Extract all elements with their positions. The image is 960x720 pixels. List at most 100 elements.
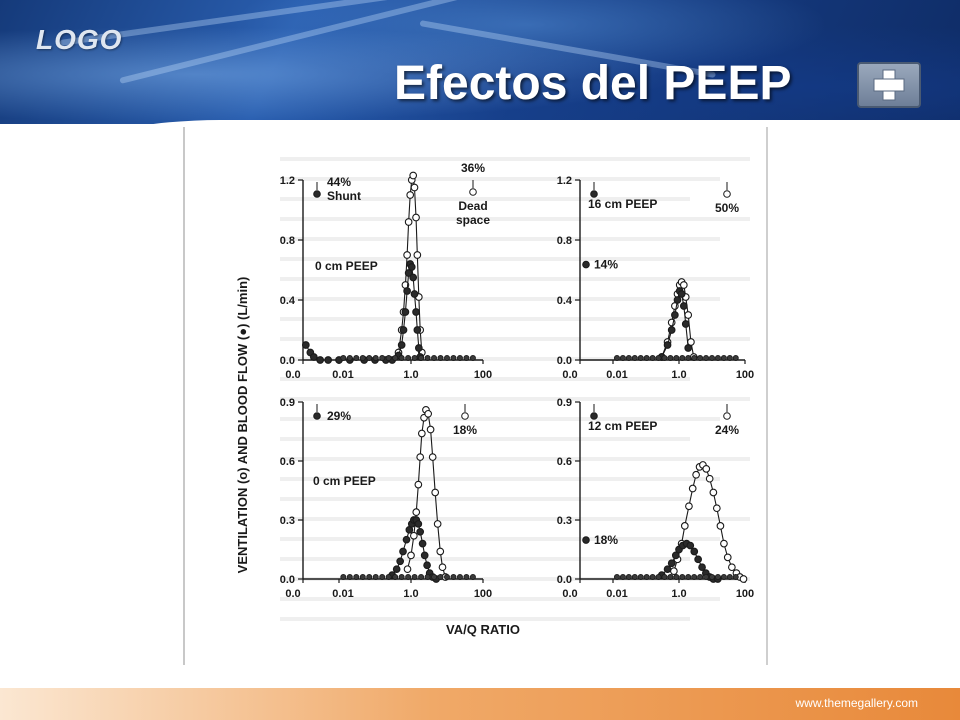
blood-flow-point: [401, 308, 410, 316]
baseline-point: [619, 354, 626, 361]
bleed-line: [280, 357, 720, 361]
shunt-point: [313, 190, 321, 198]
baseline-point: [372, 573, 379, 580]
footer-url[interactable]: www.themegallery.com: [795, 696, 918, 710]
bleed-line: [280, 437, 690, 441]
baseline-point: [714, 573, 721, 580]
y-tick-label: 0.0: [280, 355, 295, 367]
baseline-point: [424, 573, 431, 580]
blood-flow-point: [399, 547, 407, 556]
medical-cross-icon: [857, 62, 921, 108]
deadspace-point: [723, 190, 731, 198]
baseline-point: [456, 573, 463, 580]
baseline-point: [450, 573, 457, 580]
baseline-point: [359, 354, 366, 361]
shunt-point: [590, 190, 598, 198]
chart-panel-bottom-right: 0.0 0.3 0.6 0.9 0.0 0.01 1.0 100 12 cm PEEP 18% 24…: [557, 397, 754, 600]
baseline-point: [463, 573, 470, 580]
bleed-line: [280, 277, 750, 281]
ventilation-point: [412, 213, 420, 222]
baseline-point: [667, 354, 674, 361]
blood-flow-point: [679, 302, 688, 310]
baseline-point: [418, 354, 425, 361]
bleed-line: [280, 537, 720, 541]
baseline-point: [385, 573, 392, 580]
y-tick-label: 0.9: [280, 397, 295, 409]
bleed-line: [280, 157, 750, 161]
blood-flow-point: [410, 290, 419, 298]
baseline-point: [643, 573, 650, 580]
x-tick-label: 100: [736, 588, 754, 600]
peep-annotation: 16 cm PEEP: [588, 197, 657, 211]
ventilation-point: [403, 565, 412, 574]
bleed-line: [280, 397, 750, 401]
baseline-point: [726, 573, 733, 580]
blood-flow-point: [420, 551, 429, 560]
blood-flow-point: [694, 555, 702, 564]
baseline-point: [643, 354, 650, 361]
y-axis-label: VENTILATION (o) AND BLOOD FLOW (●) (L/mi…: [235, 277, 250, 574]
baseline-point: [619, 573, 626, 580]
va-q-chart: VENTILATION (o) AND BLOOD FLOW (●) (L/mi…: [235, 157, 754, 637]
y-tick-label: 0.6: [557, 456, 572, 468]
baseline-point: [346, 573, 353, 580]
blood-flow-point: [402, 535, 411, 544]
blood-flow-point: [663, 341, 672, 349]
header-banner: LOGO Efectos del PEEP: [0, 0, 960, 124]
baseline-point: [431, 573, 438, 580]
shunt-percent: 18%: [594, 533, 618, 547]
deadspace-point: [723, 412, 731, 420]
y-tick-label: 0.3: [280, 515, 295, 527]
shunt-label: Shunt: [327, 189, 361, 203]
ventilation-point: [410, 531, 418, 540]
baseline-point: [443, 354, 450, 361]
baseline-point: [411, 573, 418, 580]
x-tick-label: 1.0: [671, 588, 686, 600]
baseline-point: [411, 354, 418, 361]
baseline-point: [346, 354, 353, 361]
x-tick-label: 0.0: [562, 369, 577, 381]
baseline-point: [405, 354, 412, 361]
ventilation-point: [412, 508, 421, 516]
baseline-point: [340, 354, 347, 361]
blood-flow-point: [686, 541, 695, 550]
baseline-point: [398, 354, 405, 361]
ventilation-point: [705, 474, 714, 483]
baseline-point: [649, 354, 656, 361]
baseline-point: [385, 354, 392, 361]
baseline-point: [685, 354, 692, 361]
baseline-point: [655, 573, 662, 580]
ventilation-point: [436, 547, 445, 556]
logo-text: LOGO: [36, 24, 123, 55]
bleed-line: [280, 457, 750, 461]
x-axis-label: VA/Q RATIO: [446, 622, 520, 637]
baseline-point: [679, 573, 686, 580]
deadspace-percent: 18%: [453, 423, 477, 437]
bleed-line: [280, 517, 750, 521]
blood-flow-point: [667, 559, 676, 568]
blood-flow-point: [316, 356, 325, 364]
y-tick-label: 0.4: [280, 295, 296, 307]
shunt-percent: 44%: [327, 175, 351, 189]
ventilation-point: [739, 575, 748, 583]
figure-panel: VENTILATION (o) AND BLOOD FLOW (●) (L/mi…: [183, 127, 768, 665]
ventilation-point: [424, 409, 433, 418]
deadspace-label: space: [456, 213, 490, 227]
baseline-point: [631, 573, 638, 580]
baseline-point: [720, 354, 727, 361]
shunt-percent: 29%: [327, 409, 351, 423]
x-tick-label: 0.01: [606, 588, 627, 600]
baseline-point: [691, 573, 698, 580]
ventilation-point: [702, 465, 711, 473]
x-tick-label: 100: [736, 369, 754, 381]
blood-flow-point: [302, 341, 310, 349]
bleed-line: [280, 237, 720, 241]
baseline-point: [437, 573, 444, 580]
ventilation-point: [679, 281, 688, 289]
blood-flow-point: [403, 287, 411, 295]
ventilation-point: [438, 563, 447, 572]
baseline-point: [392, 354, 399, 361]
y-tick-label: 0.0: [280, 574, 295, 586]
blood-flow-point: [671, 551, 680, 560]
x-tick-label: 0.0: [285, 369, 300, 381]
